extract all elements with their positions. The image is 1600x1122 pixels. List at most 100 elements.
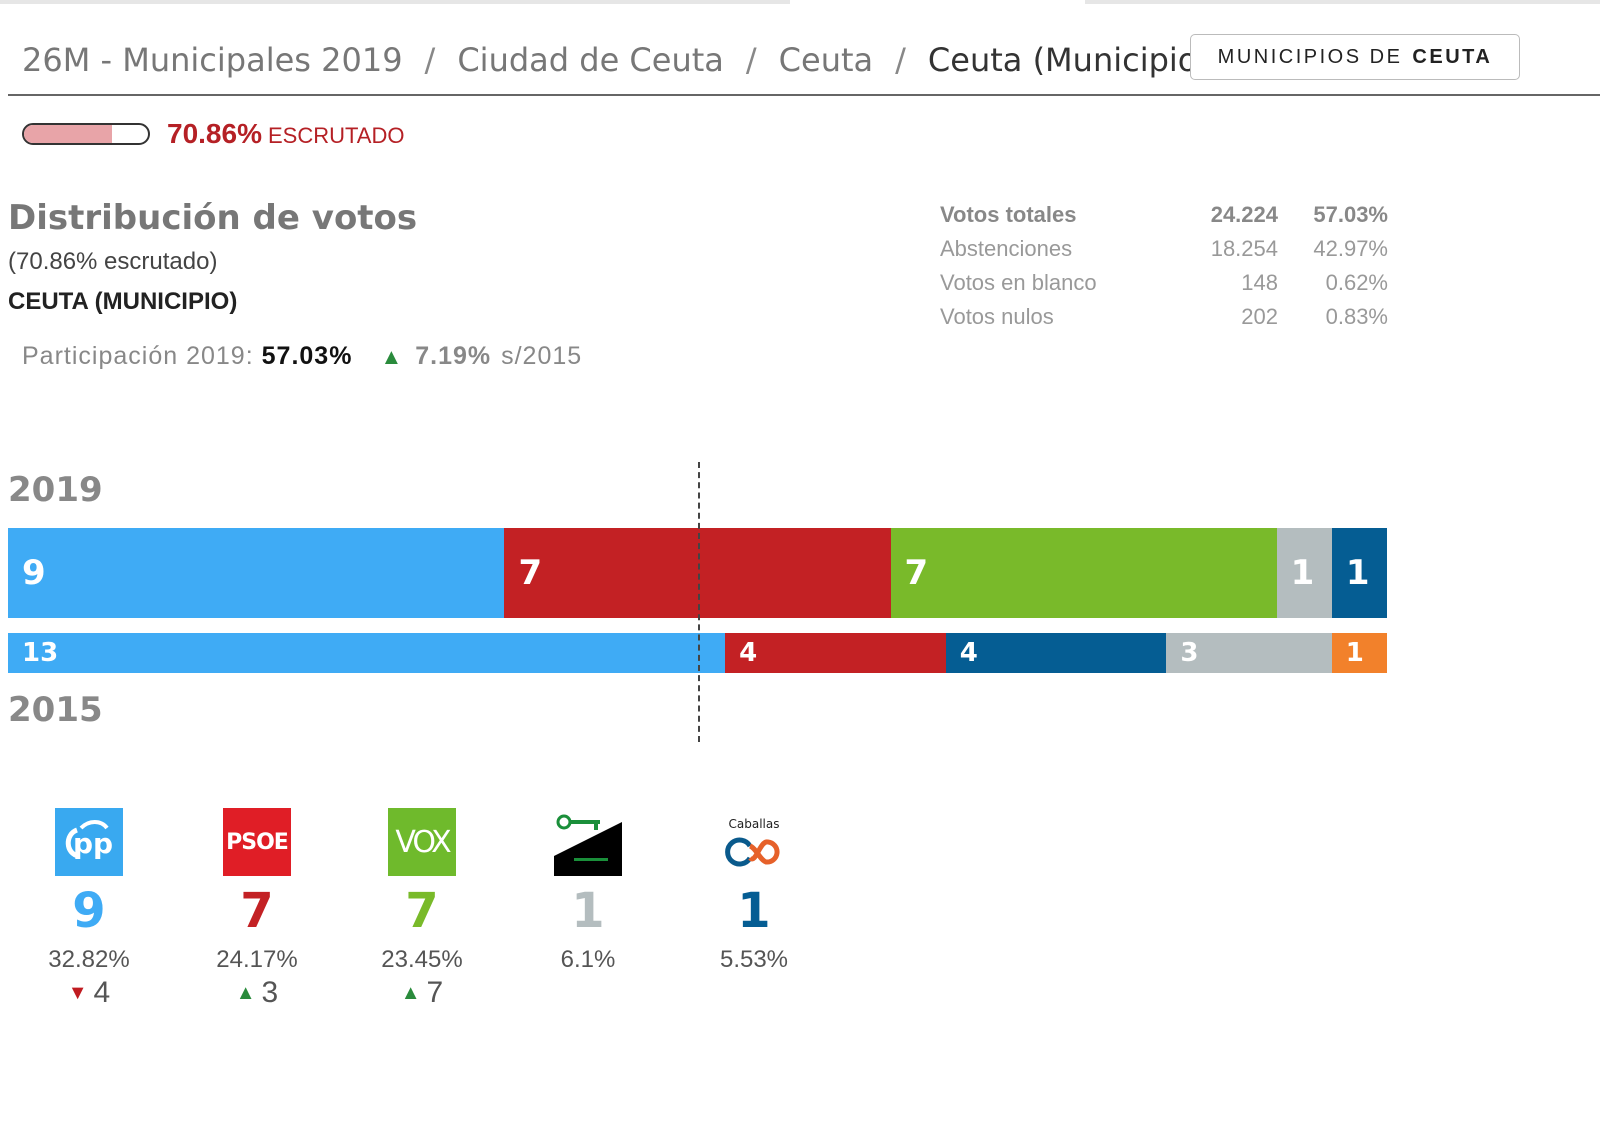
seat-segment-label: 4 bbox=[959, 638, 978, 668]
participation-label: Participación 2019: bbox=[22, 342, 254, 370]
stats-row: Votos nulos 202 0.83% bbox=[940, 300, 1388, 334]
seat-segment-label: 7 bbox=[904, 553, 929, 593]
municipios-button-place: CEUTA bbox=[1412, 45, 1493, 68]
party-seats: 7 bbox=[405, 883, 439, 939]
stats-label: Abstenciones bbox=[940, 236, 1073, 261]
triangle-up-icon: ▲ bbox=[235, 981, 256, 1004]
municipality-name: CEUTA (MUNICIPIO) bbox=[8, 288, 238, 315]
municipios-button[interactable]: MUNICIPIOS DE CEUTA bbox=[1190, 34, 1520, 80]
party-card-mdyc[interactable]: 1 6.1% bbox=[508, 808, 668, 974]
year-label-2015: 2015 bbox=[8, 690, 103, 730]
mdyc-logo-icon bbox=[554, 808, 622, 876]
majority-line bbox=[697, 462, 700, 742]
municipios-button-prefix: MUNICIPIOS DE bbox=[1217, 45, 1403, 68]
header-divider bbox=[8, 94, 1600, 96]
stats-pct: 0.62% bbox=[1325, 270, 1388, 295]
seat-segment-2019-1: 7 bbox=[504, 528, 891, 618]
seat-segment-label: 9 bbox=[22, 553, 46, 593]
party-seat-change: ▲ 7 bbox=[342, 976, 502, 1010]
participation-delta: 7.19% bbox=[415, 342, 492, 370]
party-seat-change: ▼ 4 bbox=[9, 976, 169, 1010]
vote-stats-table: Votos totales 24.224 57.03% Abstenciones… bbox=[940, 198, 1388, 334]
top-border-left bbox=[0, 0, 790, 4]
party-vote-pct: 24.17% bbox=[216, 946, 298, 973]
caballas-logo-icon: Caballas bbox=[725, 817, 780, 867]
participation-delta-suffix: s/2015 bbox=[501, 342, 583, 370]
seat-segment-2015-3: 3 bbox=[1166, 633, 1332, 673]
caballas-logo-icon: Caballas bbox=[720, 808, 788, 876]
party-card-psoe[interactable]: PSOE 7 24.17% ▲ 3 bbox=[177, 808, 337, 1010]
participation-value: 57.03% bbox=[261, 342, 353, 370]
stats-pct: 0.83% bbox=[1325, 304, 1388, 329]
scrutiny-label: ESCRUTADO bbox=[267, 123, 405, 148]
party-seats: 1 bbox=[737, 883, 771, 939]
party-seats: 7 bbox=[240, 883, 274, 939]
party-vote-pct: 5.53% bbox=[719, 946, 789, 973]
party-vote-pct: 23.45% bbox=[381, 946, 463, 973]
top-border-right bbox=[1085, 0, 1600, 4]
pp-logo-text: pp bbox=[73, 827, 113, 860]
seat-segment-2015-4: 1 bbox=[1331, 633, 1387, 673]
distribution-title: Distribución de votos bbox=[8, 198, 418, 238]
seat-segment-label: 7 bbox=[518, 553, 543, 593]
triangle-up-icon: ▲ bbox=[380, 344, 404, 369]
seat-segment-label: 13 bbox=[22, 638, 59, 668]
breadcrumb: 26M - Municipales 2019 / Ciudad de Ceuta… bbox=[22, 38, 1210, 82]
party-vote-pct: 32.82% bbox=[48, 946, 130, 973]
party-card-vox[interactable]: VOX 7 23.45% ▲ 7 bbox=[342, 808, 502, 1010]
party-card-pp[interactable]: pp 9 32.82% ▼ 4 bbox=[9, 808, 169, 1010]
seat-segment-2015-2: 4 bbox=[945, 633, 1167, 673]
pp-logo-icon: pp bbox=[55, 808, 123, 876]
seat-segment-label: 1 bbox=[1345, 638, 1364, 668]
seat-segment-label: 1 bbox=[1345, 553, 1370, 593]
seat-segment-2019-4: 1 bbox=[1331, 528, 1387, 618]
seat-segment-2019-0: 9 bbox=[8, 528, 505, 618]
pp-logo-icon: pp bbox=[65, 820, 113, 860]
stats-count: 148 bbox=[1241, 270, 1278, 295]
stats-count: 202 bbox=[1241, 304, 1278, 329]
stats-row: Votos en blanco 148 0.62% bbox=[940, 266, 1388, 300]
party-vote-pct: 6.1% bbox=[560, 946, 616, 973]
party-seats: 9 bbox=[72, 883, 106, 939]
party-seats: 1 bbox=[571, 883, 605, 939]
key-logo-icon bbox=[554, 814, 622, 876]
party-seat-change-value: 3 bbox=[261, 976, 279, 1009]
scrutiny-progress-bar bbox=[22, 123, 150, 145]
party-seat-change: ▲ 3 bbox=[177, 976, 337, 1010]
year-label-2019: 2019 bbox=[8, 470, 103, 510]
stats-label: Votos nulos bbox=[940, 304, 1054, 329]
breadcrumb-item-election[interactable]: 26M - Municipales 2019 bbox=[22, 41, 403, 79]
party-seat-change-value: 7 bbox=[426, 976, 444, 1009]
stats-pct: 42.97% bbox=[1313, 236, 1388, 261]
scrutiny-progress-fill bbox=[24, 125, 112, 143]
seat-segment-label: 4 bbox=[739, 638, 758, 668]
participation-line: Participación 2019: 57.03% ▲ 7.19% s/201… bbox=[22, 342, 582, 371]
stats-count: 18.254 bbox=[1210, 236, 1278, 261]
breadcrumb-item-region[interactable]: Ciudad de Ceuta bbox=[457, 41, 724, 79]
breadcrumb-item-province[interactable]: Ceuta bbox=[778, 41, 874, 79]
scrutiny-percent: 70.86% bbox=[167, 118, 262, 149]
breadcrumb-separator: / bbox=[424, 41, 436, 79]
stats-label: Votos en blanco bbox=[940, 270, 1097, 295]
stats-count: 24.224 bbox=[1210, 202, 1278, 227]
scrutiny-status: 70.86% ESCRUTADO bbox=[167, 118, 404, 150]
triangle-down-icon: ▼ bbox=[67, 981, 88, 1004]
triangle-up-icon: ▲ bbox=[400, 981, 421, 1004]
seat-segment-2019-2: 7 bbox=[890, 528, 1277, 618]
seat-segment-2019-3: 1 bbox=[1276, 528, 1332, 618]
stats-pct: 57.03% bbox=[1313, 202, 1388, 227]
breadcrumb-separator: / bbox=[895, 41, 906, 79]
party-seat-change-value: 4 bbox=[93, 976, 111, 1009]
caballas-logo-text: Caballas bbox=[729, 817, 780, 831]
party-card-caballas[interactable]: Caballas 1 5.53% bbox=[674, 808, 834, 974]
stats-row: Votos totales 24.224 57.03% bbox=[940, 198, 1388, 232]
seat-segment-label: 1 bbox=[1290, 553, 1315, 593]
breadcrumb-separator: / bbox=[745, 41, 757, 79]
seat-segment-2015-0: 13 bbox=[8, 633, 726, 673]
breadcrumb-current: Ceuta (Municipio) bbox=[927, 41, 1210, 79]
seat-segment-label: 3 bbox=[1180, 638, 1199, 668]
seats-bar-2015: 13 4 4 3 1 bbox=[8, 633, 1387, 673]
psoe-logo-icon: PSOE bbox=[223, 808, 291, 876]
stats-row: Abstenciones 18.254 42.97% bbox=[940, 232, 1388, 266]
